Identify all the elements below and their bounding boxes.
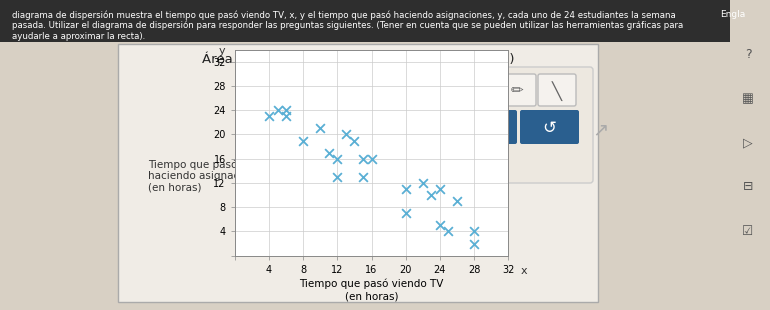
Text: ↗: ↗: [592, 121, 608, 140]
Point: [340, 132, 352, 137]
Text: ╲: ╲: [552, 81, 562, 101]
Text: ⊟: ⊟: [743, 180, 753, 193]
Text: Engla: Engla: [720, 10, 745, 19]
Text: ▷: ▷: [743, 136, 753, 149]
FancyBboxPatch shape: [520, 110, 579, 144]
Point: [442, 229, 454, 234]
Point: [450, 199, 463, 204]
FancyBboxPatch shape: [118, 44, 598, 302]
Text: ☑: ☑: [742, 224, 754, 237]
Point: [434, 187, 446, 192]
FancyBboxPatch shape: [498, 74, 536, 106]
Text: ⬚: ⬚: [468, 82, 486, 100]
FancyBboxPatch shape: [458, 110, 517, 144]
FancyBboxPatch shape: [538, 74, 576, 106]
Text: Área de borrador (No es parte de la respuesta): Área de borrador (No es parte de la resp…: [202, 52, 514, 67]
Text: (en horas): (en horas): [148, 182, 202, 192]
Point: [280, 108, 293, 113]
Text: x: x: [521, 266, 527, 276]
Text: haciendo asignaciones: haciendo asignaciones: [148, 171, 267, 181]
Point: [468, 229, 480, 234]
Point: [331, 156, 343, 161]
Point: [365, 156, 377, 161]
Point: [263, 114, 275, 119]
Text: ✏: ✏: [511, 83, 524, 99]
Text: diagrama de dispersión muestra el tiempo que pasó viendo TV, x, y el tiempo que : diagrama de dispersión muestra el tiempo…: [12, 10, 683, 41]
Point: [331, 175, 343, 179]
Text: ?: ?: [745, 48, 752, 61]
Point: [280, 114, 293, 119]
Point: [417, 180, 429, 185]
Point: [271, 108, 283, 113]
FancyBboxPatch shape: [458, 74, 496, 106]
Point: [425, 193, 437, 197]
Text: ▦: ▦: [742, 92, 754, 105]
Point: [323, 150, 335, 155]
Point: [314, 126, 326, 131]
Bar: [0, 0, 730, 42]
Text: Tiempo que pasó: Tiempo que pasó: [148, 160, 237, 170]
Point: [468, 241, 480, 246]
X-axis label: Tiempo que pasó viendo TV
(en horas): Tiempo que pasó viendo TV (en horas): [300, 279, 444, 301]
Point: [357, 156, 369, 161]
FancyBboxPatch shape: [449, 67, 593, 183]
Point: [297, 138, 310, 143]
Point: [357, 175, 369, 179]
Point: [400, 187, 412, 192]
Point: [434, 223, 446, 228]
Point: [400, 211, 412, 216]
Text: ✕: ✕: [480, 119, 494, 137]
Text: ↺: ↺: [542, 119, 556, 137]
Text: y: y: [219, 46, 226, 56]
Point: [348, 138, 360, 143]
